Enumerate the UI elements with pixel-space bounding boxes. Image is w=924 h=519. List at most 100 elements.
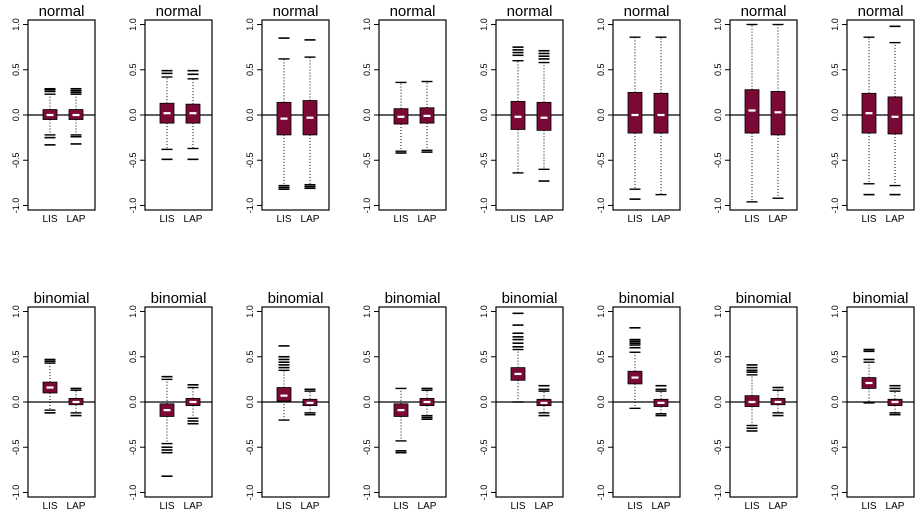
panel-frame [729,306,798,498]
panel-title: binomial [736,290,792,307]
panel-title: binomial [151,290,207,307]
x-tick-label: LAP [184,501,203,512]
y-tick-label: 1.0 [11,18,21,31]
y-tick-label: -1.0 [830,198,840,214]
panel-frame [846,306,915,498]
y-tick-label: -0.5 [479,439,489,455]
panel-frame [495,306,564,498]
x-tick-label: LAP [652,214,671,225]
y-tick-label: 0.5 [479,64,489,77]
x-tick-label: LIS [393,501,408,512]
x-tick-label: LIS [744,214,759,225]
y-tick-label: 0.5 [128,64,138,77]
x-tick-label: LAP [418,214,437,225]
panel-title: normal [156,3,202,20]
y-tick-label: 0.5 [362,64,372,77]
y-tick-label: -0.5 [128,439,138,455]
x-tick-label: LIS [627,501,642,512]
y-tick-label: 0.5 [830,64,840,77]
panel-frame [612,19,681,211]
y-tick-label: 0.0 [830,109,840,122]
y-tick-label: -0.5 [479,152,489,168]
y-tick-label: -1.0 [830,485,840,501]
y-tick-label: 1.0 [713,305,723,318]
x-tick-label: LIS [861,214,876,225]
y-tick-label: 0.0 [479,109,489,122]
y-tick-label: -0.5 [128,152,138,168]
x-tick-label: LAP [535,501,554,512]
x-tick-label: LAP [67,501,86,512]
x-tick-label: LIS [42,214,57,225]
x-tick-label: LAP [184,214,203,225]
y-tick-label: 0.5 [11,351,21,364]
y-tick-label: 1.0 [128,305,138,318]
y-tick-label: 1.0 [830,305,840,318]
x-tick-label: LIS [861,501,876,512]
y-tick-label: 1.0 [596,18,606,31]
y-tick-label: 1.0 [11,305,21,318]
y-tick-label: -1.0 [245,485,255,501]
y-tick-label: 0.5 [713,351,723,364]
panel-title: binomial [502,290,558,307]
y-tick-label: -1.0 [479,198,489,214]
y-tick-label: -1.0 [362,485,372,501]
panel-frame [612,306,681,498]
x-tick-label: LAP [301,501,320,512]
x-tick-label: LIS [627,214,642,225]
y-tick-label: 1.0 [362,305,372,318]
panel-title: normal [624,3,670,20]
y-tick-label: 0.5 [11,64,21,77]
x-tick-label: LAP [652,501,671,512]
panel-frame [261,306,330,498]
x-tick-label: LIS [510,501,525,512]
panel-frame [378,19,447,211]
y-tick-label: 1.0 [245,305,255,318]
y-tick-label: 1.0 [713,18,723,31]
y-tick-label: -1.0 [245,198,255,214]
x-tick-label: LIS [159,501,174,512]
panel-title: binomial [268,290,324,307]
panel-frame [495,19,564,211]
x-tick-label: LIS [393,214,408,225]
panel-title: binomial [853,290,909,307]
y-tick-label: 0.5 [245,351,255,364]
panel-frame [144,19,213,211]
y-tick-label: 0.0 [362,396,372,409]
y-tick-label: 1.0 [362,18,372,31]
panel-title: normal [39,3,85,20]
panel-frame [729,19,798,211]
y-tick-label: 1.0 [479,18,489,31]
y-tick-label: 0.0 [362,109,372,122]
y-tick-label: 0.0 [830,396,840,409]
y-tick-label: 1.0 [245,18,255,31]
y-tick-label: -1.0 [713,198,723,214]
y-tick-label: -0.5 [713,152,723,168]
panel-frame [378,306,447,498]
y-tick-label: 0.5 [362,351,372,364]
x-tick-label: LAP [535,214,554,225]
y-tick-label: 0.5 [245,64,255,77]
panel-title: binomial [385,290,441,307]
y-tick-label: 0.0 [596,109,606,122]
y-tick-label: 0.5 [128,351,138,364]
box-lis [276,387,292,402]
box-lis [510,101,526,130]
y-tick-label: 0.0 [128,396,138,409]
x-tick-label: LAP [769,214,788,225]
x-tick-label: LAP [886,214,905,225]
box-lap [653,92,669,134]
x-tick-label: LIS [744,501,759,512]
y-tick-label: 0.5 [596,64,606,77]
y-tick-label: -1.0 [362,198,372,214]
panel-title: normal [858,3,904,20]
y-tick-label: 0.0 [245,396,255,409]
panel-frame [261,19,330,211]
x-tick-label: LIS [510,214,525,225]
y-tick-label: -0.5 [362,152,372,168]
y-tick-label: 0.5 [830,351,840,364]
x-tick-label: LIS [42,501,57,512]
x-tick-label: LAP [301,214,320,225]
x-tick-label: LIS [159,214,174,225]
y-tick-label: 0.0 [11,109,21,122]
